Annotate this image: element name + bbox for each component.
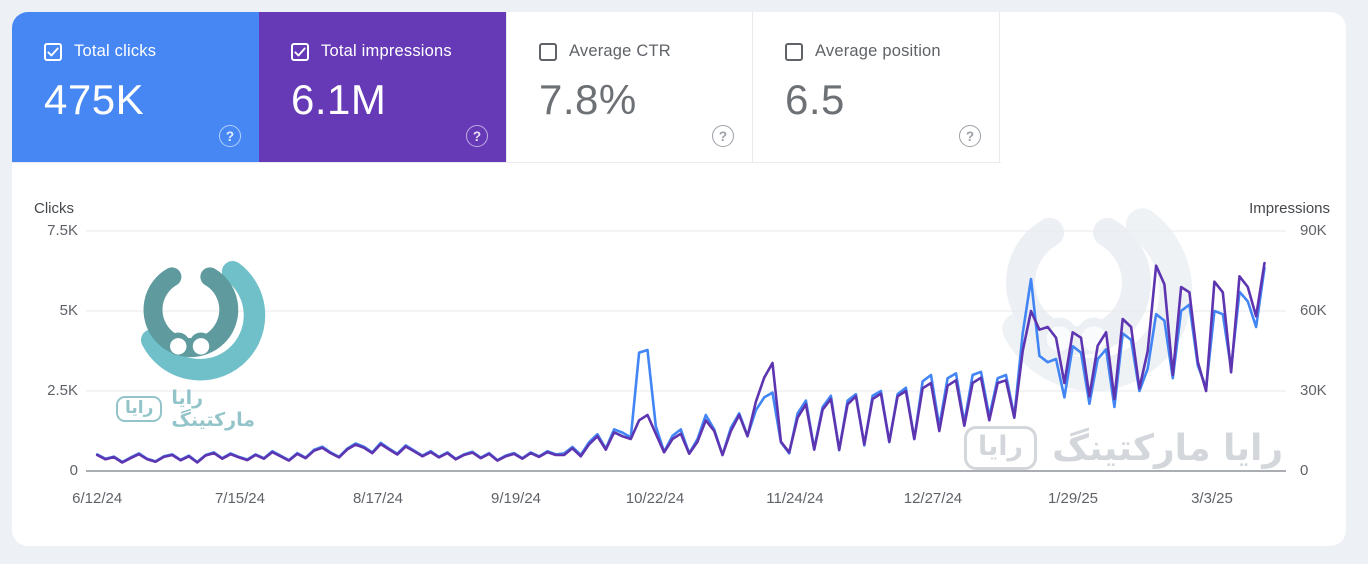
help-icon[interactable]: ? — [219, 125, 241, 147]
card-value: 6.5 — [785, 76, 845, 123]
card-label: Total impressions — [321, 42, 452, 60]
series-line-impressions — [95, 261, 1266, 464]
x-tick-label: 10/22/24 — [625, 490, 685, 507]
x-tick-label: 3/3/25 — [1191, 490, 1233, 507]
x-tick-label: 12/27/24 — [903, 490, 963, 507]
y-tick-label: 60K — [1300, 302, 1327, 319]
y-tick-label: 0 — [1300, 462, 1309, 479]
y-tick-label: 5K — [59, 302, 78, 319]
checkbox-checked-icon[interactable] — [44, 42, 62, 61]
card-value: 6.1M — [291, 76, 387, 123]
card-total-clicks[interactable]: Total clicks 475K ? — [12, 12, 259, 162]
card-label-row: Total clicks — [44, 42, 259, 61]
checkbox-unchecked-icon[interactable] — [785, 42, 803, 61]
left-axis-title: Clicks — [34, 200, 74, 217]
card-label: Total clicks — [74, 42, 157, 60]
card-label: Average CTR — [569, 42, 671, 60]
checkbox-checked-icon[interactable] — [291, 42, 309, 61]
x-tick-label: 6/12/24 — [72, 490, 123, 507]
card-label-row: Total impressions — [291, 42, 506, 61]
performance-chart[interactable] — [86, 230, 1286, 472]
y-tick-label: 90K — [1300, 222, 1327, 239]
card-label: Average position — [815, 42, 941, 60]
y-tick-label: 0 — [69, 462, 78, 479]
metric-cards-row: Total clicks 475K ? Total impressions 6.… — [12, 12, 1001, 163]
x-tick-label: 11/24/24 — [766, 490, 824, 507]
performance-panel: Total clicks 475K ? Total impressions 6.… — [12, 12, 1346, 546]
x-tick-label: 1/29/25 — [1047, 490, 1099, 507]
right-axis-title: Impressions — [1249, 200, 1330, 217]
x-tick-label: 9/19/24 — [490, 490, 542, 507]
y-tick-label: 30K — [1300, 382, 1327, 399]
y-tick-label: 7.5K — [47, 222, 78, 239]
card-average-position[interactable]: Average position 6.5 ? — [753, 12, 1000, 162]
help-icon[interactable]: ? — [959, 125, 981, 147]
card-value: 475K — [44, 76, 145, 123]
card-label-row: Average CTR — [539, 42, 752, 61]
card-total-impressions[interactable]: Total impressions 6.1M ? — [259, 12, 506, 162]
card-label-row: Average position — [785, 42, 999, 61]
chart-svg — [86, 230, 1286, 472]
card-average-ctr[interactable]: Average CTR 7.8% ? — [506, 12, 753, 162]
help-icon[interactable]: ? — [466, 125, 488, 147]
card-value: 7.8% — [539, 76, 637, 123]
y-tick-label: 2.5K — [47, 382, 78, 399]
x-tick-label: 7/15/24 — [214, 490, 265, 507]
help-icon[interactable]: ? — [712, 125, 734, 147]
checkbox-unchecked-icon[interactable] — [539, 42, 557, 61]
x-tick-label: 8/17/24 — [352, 490, 404, 507]
